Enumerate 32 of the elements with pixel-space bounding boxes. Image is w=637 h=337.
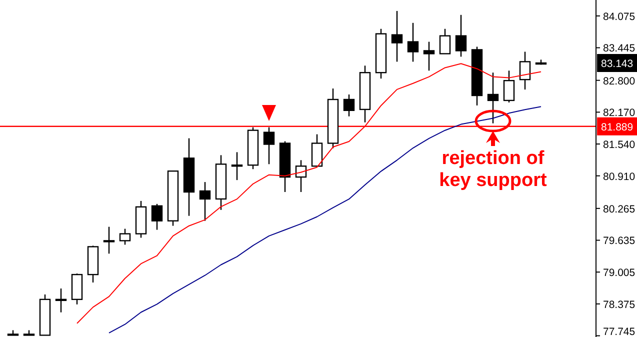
candlestick [119,228,131,246]
y-tick-label: 82.170 [603,107,636,120]
candlestick [503,70,515,104]
y-tick-label: 80.910 [603,170,636,183]
candlestick [423,41,435,72]
candlestick [407,22,419,62]
y-tick-label: 78.375 [603,298,636,311]
y-tick-label: 79.005 [603,267,636,280]
y-tick-label: 82.800 [603,75,636,88]
candlestick [295,160,307,193]
candlestick [391,10,403,62]
candlestick [55,288,67,313]
text: 83.143 [601,58,634,70]
y-tick-label: 79.635 [603,235,636,248]
y-tick-label: 84.075 [603,10,636,23]
candlestick [455,14,467,58]
y-tick-label: 81.540 [603,138,636,151]
candlestick [151,203,163,230]
candlestick [439,28,451,54]
candlestick [343,94,355,117]
y-tick-label: 83.445 [603,42,636,55]
candlestick [487,72,499,124]
annotation: rejection of key support [439,148,548,191]
candlestick [103,226,115,254]
y-tick-label: 80.265 [603,203,636,216]
candlestick [519,51,531,90]
candlestick [311,134,323,167]
ref-line-label: 81.889 [601,121,634,134]
y-tick-label: 77.745 [603,326,636,337]
candlestick [263,126,275,165]
candlestick [231,152,243,181]
candlestick [199,181,211,222]
